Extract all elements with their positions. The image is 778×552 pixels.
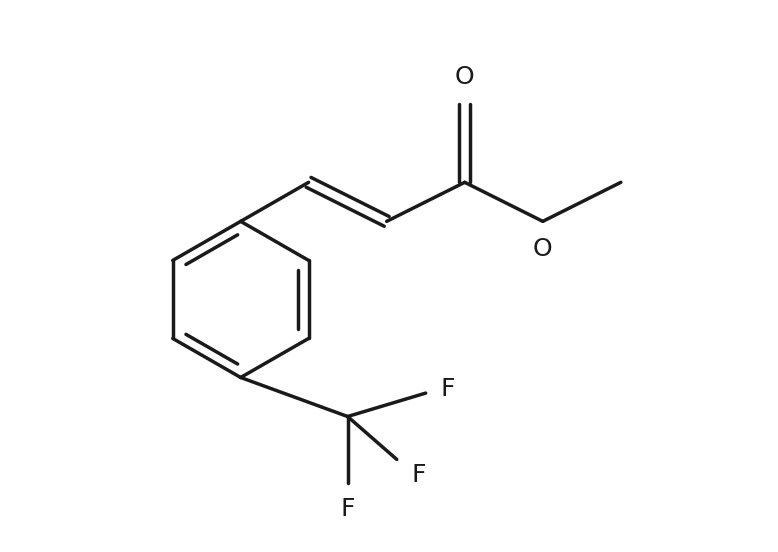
Text: F: F — [341, 497, 355, 521]
Text: F: F — [412, 463, 426, 487]
Text: F: F — [440, 377, 455, 401]
Text: O: O — [455, 65, 475, 89]
Text: O: O — [533, 237, 552, 261]
